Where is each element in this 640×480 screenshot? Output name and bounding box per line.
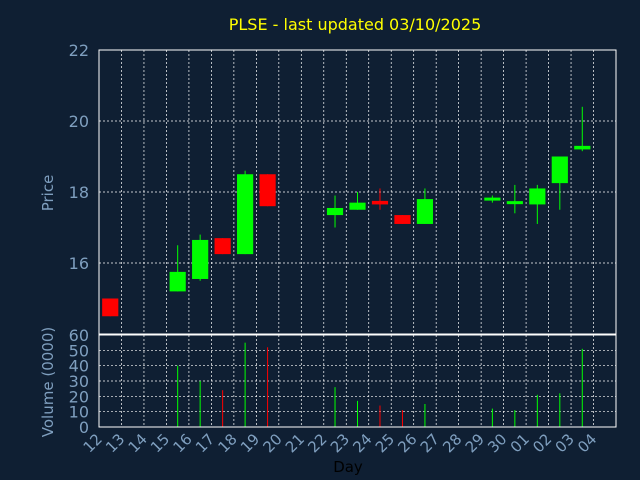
candle-body (349, 202, 366, 210)
candle-body (102, 298, 119, 317)
volume-tick-label: 0 (79, 418, 89, 437)
day-tick-labels: 1213141516171819202122232425262728293001… (80, 430, 601, 456)
price-grid (99, 49, 616, 334)
volume-panel-frame (98, 334, 617, 428)
day-tick-label: 04 (574, 430, 600, 456)
volume-axis-label: Volume (0000) (39, 327, 57, 437)
candle-body (237, 174, 254, 255)
price-tick-labels: 16 18 20 22 (69, 41, 89, 273)
price-tick-label: 16 (69, 254, 89, 273)
price-tick-label: 20 (69, 112, 89, 131)
volume-tick-label: 10 (69, 403, 89, 422)
chart-title: PLSE - last updated 03/10/2025 (229, 15, 482, 34)
candle-body (259, 174, 276, 207)
candle-body (394, 215, 411, 224)
candle-body (484, 197, 501, 201)
candle-body (169, 271, 186, 292)
price-axis-label: Price (39, 175, 57, 212)
volume-series (177, 342, 583, 427)
price-tick-label: 22 (69, 41, 89, 60)
candle-body (574, 145, 591, 150)
volume-tick-label: 30 (69, 372, 89, 391)
volume-grid (99, 334, 616, 428)
candle-body (416, 199, 434, 224)
volume-tick-label: 60 (69, 326, 89, 345)
candle-body (506, 201, 523, 205)
price-panel-frame (98, 49, 617, 335)
volume-tick-label: 20 (69, 387, 89, 406)
volume-tick-label: 50 (69, 341, 89, 360)
price-tick-label: 18 (69, 183, 89, 202)
candle-body (214, 238, 231, 255)
candle-body (529, 188, 546, 205)
candle-body (326, 207, 344, 216)
candle-body (371, 200, 389, 205)
candle-body (551, 156, 568, 184)
volume-tick-label: 40 (69, 357, 89, 376)
x-axis-label: Day (333, 458, 363, 476)
candle-body (192, 239, 209, 279)
candlestick-series (102, 106, 591, 317)
